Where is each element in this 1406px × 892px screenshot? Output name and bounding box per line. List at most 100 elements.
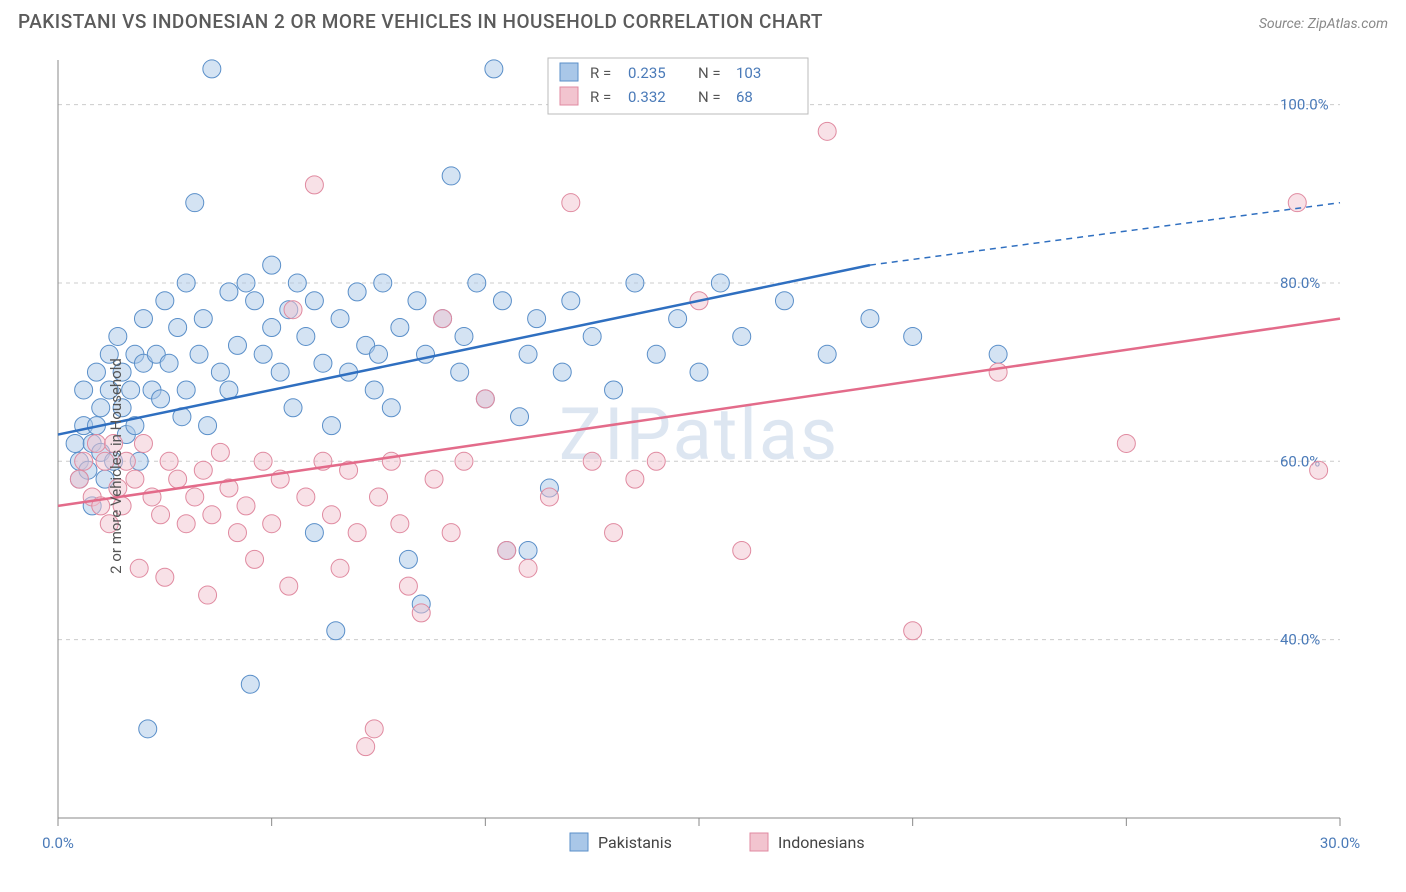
legend-n-label: N = bbox=[698, 88, 721, 106]
scatter-point bbox=[203, 506, 221, 524]
scatter-point bbox=[775, 292, 793, 310]
scatter-point bbox=[690, 363, 708, 381]
scatter-point bbox=[370, 488, 388, 506]
scatter-point bbox=[626, 274, 644, 292]
scatter-point bbox=[75, 452, 93, 470]
scatter-point bbox=[305, 176, 323, 194]
legend-n-value: 103 bbox=[736, 64, 761, 82]
scatter-point bbox=[382, 452, 400, 470]
bottom-legend-swatch bbox=[570, 833, 588, 851]
scatter-point bbox=[156, 292, 174, 310]
scatter-point bbox=[605, 381, 623, 399]
scatter-point bbox=[647, 345, 665, 363]
scatter-point bbox=[399, 577, 417, 595]
y-tick-label: 80.0% bbox=[1280, 274, 1320, 292]
scatter-point bbox=[519, 345, 537, 363]
scatter-point bbox=[553, 363, 571, 381]
scatter-point bbox=[211, 443, 229, 461]
scatter-point bbox=[583, 452, 601, 470]
scatter-point bbox=[382, 399, 400, 417]
scatter-point bbox=[327, 622, 345, 640]
scatter-point bbox=[280, 577, 298, 595]
scatter-point bbox=[152, 506, 170, 524]
scatter-point bbox=[365, 381, 383, 399]
scatter-point bbox=[160, 452, 178, 470]
scatter-point bbox=[583, 327, 601, 345]
scatter-point bbox=[160, 354, 178, 372]
scatter-point bbox=[263, 319, 281, 337]
scatter-point bbox=[70, 470, 88, 488]
scatter-point bbox=[331, 310, 349, 328]
scatter-point bbox=[254, 345, 272, 363]
scatter-point bbox=[391, 515, 409, 533]
scatter-point bbox=[374, 274, 392, 292]
scatter-point bbox=[194, 461, 212, 479]
legend-r-label: R = bbox=[590, 64, 611, 82]
scatter-point bbox=[519, 559, 537, 577]
scatter-point bbox=[1310, 461, 1328, 479]
scatter-point bbox=[284, 301, 302, 319]
scatter-point bbox=[562, 292, 580, 310]
scatter-point bbox=[391, 319, 409, 337]
legend-swatch bbox=[560, 87, 578, 105]
trend-line-dashed bbox=[870, 203, 1340, 265]
scatter-point bbox=[87, 434, 105, 452]
scatter-point bbox=[237, 497, 255, 515]
legend-r-label: R = bbox=[590, 88, 611, 106]
scatter-point bbox=[190, 345, 208, 363]
scatter-point bbox=[177, 274, 195, 292]
scatter-point bbox=[305, 524, 323, 542]
scatter-point bbox=[417, 345, 435, 363]
scatter-point bbox=[733, 327, 751, 345]
legend-n-label: N = bbox=[698, 64, 721, 82]
scatter-point bbox=[186, 194, 204, 212]
scatter-point bbox=[540, 488, 558, 506]
scatter-point bbox=[468, 274, 486, 292]
scatter-point bbox=[357, 738, 375, 756]
scatter-point bbox=[562, 194, 580, 212]
scatter-point bbox=[626, 470, 644, 488]
scatter-point bbox=[130, 559, 148, 577]
scatter-point bbox=[297, 488, 315, 506]
scatter-point bbox=[134, 434, 152, 452]
scatter-point bbox=[669, 310, 687, 328]
scatter-point bbox=[519, 541, 537, 559]
scatter-point bbox=[904, 327, 922, 345]
scatter-point bbox=[305, 292, 323, 310]
legend-box bbox=[548, 58, 808, 114]
scatter-point bbox=[370, 345, 388, 363]
scatter-point bbox=[498, 541, 516, 559]
chart-area: 2 or more Vehicles in Household 40.0%60.… bbox=[0, 40, 1406, 892]
scatter-point bbox=[365, 720, 383, 738]
scatter-point bbox=[442, 524, 460, 542]
scatter-point bbox=[818, 122, 836, 140]
chart-title: PAKISTANI VS INDONESIAN 2 OR MORE VEHICL… bbox=[18, 10, 823, 33]
y-tick-label: 40.0% bbox=[1280, 631, 1320, 649]
scatter-point bbox=[169, 470, 187, 488]
scatter-point bbox=[254, 452, 272, 470]
scatter-point bbox=[989, 345, 1007, 363]
bottom-legend-label: Indonesians bbox=[778, 833, 865, 852]
x-tick-label: 0.0% bbox=[42, 834, 74, 852]
legend-n-value: 68 bbox=[736, 88, 753, 106]
x-tick-label: 30.0% bbox=[1320, 834, 1360, 852]
legend-swatch bbox=[560, 63, 578, 81]
scatter-point bbox=[297, 327, 315, 345]
legend-r-value: 0.235 bbox=[628, 64, 666, 82]
scatter-point bbox=[904, 622, 922, 640]
scatter-point bbox=[314, 354, 332, 372]
y-tick-label: 100.0% bbox=[1280, 96, 1329, 114]
scatter-point bbox=[284, 399, 302, 417]
scatter-point bbox=[228, 524, 246, 542]
scatter-point bbox=[288, 274, 306, 292]
scatter-point bbox=[399, 550, 417, 568]
scatter-point bbox=[246, 550, 264, 568]
scatter-point bbox=[199, 417, 217, 435]
scatter-point bbox=[425, 470, 443, 488]
scatter-point bbox=[152, 390, 170, 408]
scatter-point bbox=[605, 524, 623, 542]
scatter-point bbox=[169, 319, 187, 337]
scatter-point bbox=[194, 310, 212, 328]
scatter-point bbox=[220, 283, 238, 301]
scatter-point bbox=[237, 274, 255, 292]
